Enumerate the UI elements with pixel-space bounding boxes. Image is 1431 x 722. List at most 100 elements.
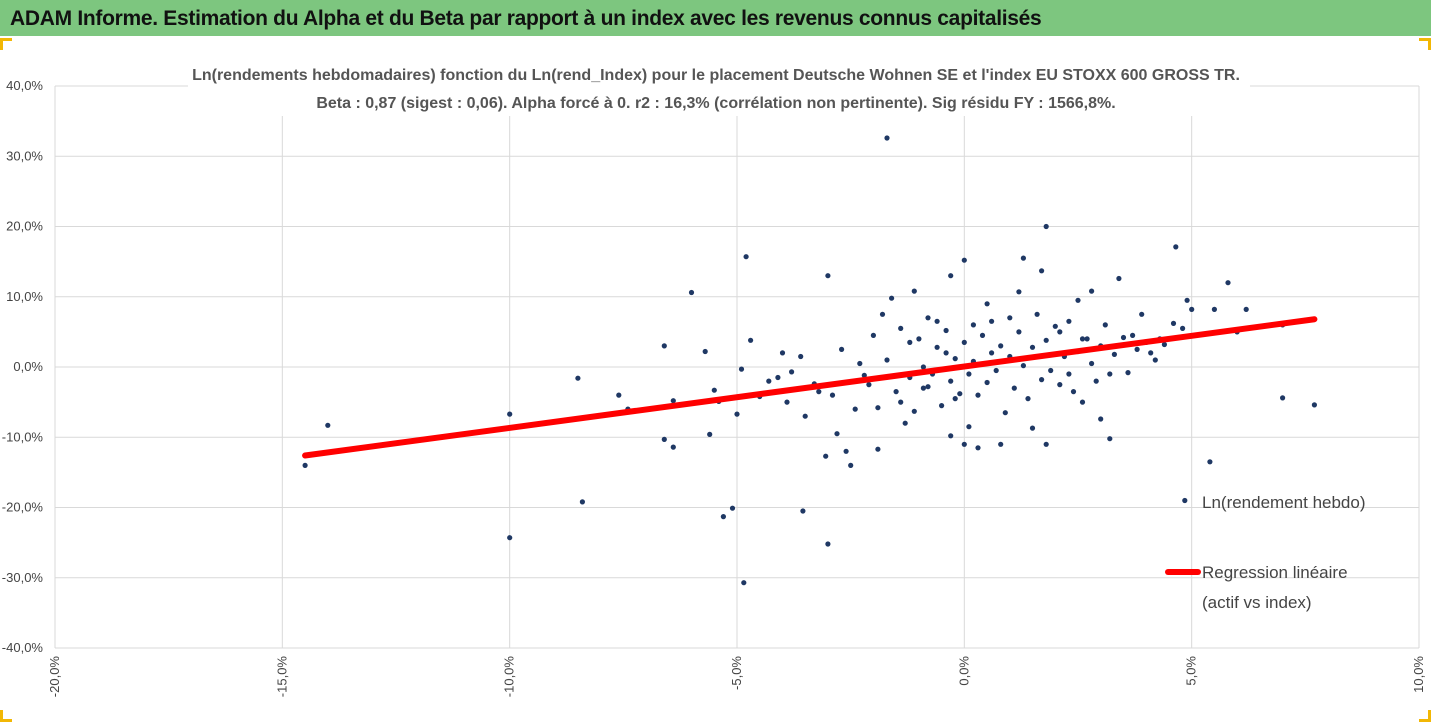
scatter-point	[1107, 371, 1113, 377]
scatter-point	[748, 337, 754, 343]
scatter-point	[1148, 350, 1154, 356]
scatter-point	[1089, 360, 1095, 367]
scatter-point	[1120, 334, 1127, 341]
scatter-point	[1011, 385, 1017, 391]
scatter-point	[1039, 268, 1045, 274]
x-tick-label: 5,0%	[1184, 656, 1199, 686]
scatter-point	[1280, 395, 1286, 401]
scatter-point	[898, 325, 904, 331]
scatter-point	[952, 356, 958, 362]
scatter-point	[1125, 370, 1131, 376]
scatter-point	[1016, 289, 1022, 295]
legend: Ln(rendement hebdo) Regression linéaire …	[1165, 493, 1366, 612]
scatter-point	[993, 367, 999, 374]
scatter-point	[925, 315, 931, 321]
x-tick-label: 0,0%	[956, 656, 971, 686]
scatter-point	[889, 295, 895, 301]
scatter-point	[1243, 306, 1249, 312]
scatter-point	[961, 441, 967, 447]
report-banner: ADAM Informe. Estimation du Alpha et du …	[0, 0, 1431, 38]
scatter-point	[907, 339, 913, 345]
scatter-point	[784, 399, 790, 405]
scatter-point	[1066, 371, 1072, 377]
scatter-point	[861, 372, 867, 378]
scatter-point	[1057, 382, 1063, 388]
y-tick-label: -10,0%	[2, 429, 44, 444]
scatter-point	[1034, 311, 1040, 317]
scatter-point	[866, 382, 872, 388]
scatter-point	[952, 396, 958, 402]
scatter-point	[966, 424, 972, 430]
scatter-point	[925, 384, 931, 390]
scatter-point	[1180, 325, 1186, 331]
scatter-point	[775, 374, 781, 381]
scatter-point	[975, 392, 981, 398]
scatter-point	[1002, 410, 1008, 416]
scatter-point	[920, 364, 927, 370]
scatter-point	[920, 385, 927, 391]
scatter-point	[1043, 223, 1049, 230]
scatter-point	[1184, 297, 1190, 303]
scatter-point	[979, 332, 986, 338]
scatter-point	[702, 348, 708, 355]
scatter-point	[1089, 288, 1095, 294]
scatter-point	[948, 433, 954, 439]
scatter-point	[1039, 377, 1045, 383]
scatter-point	[823, 453, 829, 459]
scatter-point	[670, 444, 676, 450]
legend-label-regression-line2: (actif vs index)	[1202, 593, 1312, 612]
legend-label-regression-line1: Regression linéaire	[1202, 563, 1348, 582]
corner-mark-top-right-v	[1428, 38, 1431, 50]
scatter-point	[1048, 367, 1054, 374]
scatter-point	[1084, 336, 1090, 342]
scatter-point	[1173, 244, 1179, 250]
scatter-point	[1189, 306, 1195, 312]
scatter-point	[1170, 320, 1177, 326]
scatter-point	[984, 301, 990, 307]
scatter-point	[1029, 344, 1036, 350]
scatter-point	[961, 257, 967, 263]
scatter-point	[1079, 336, 1086, 342]
scatter-point	[934, 318, 940, 324]
scatter-point	[688, 289, 695, 296]
scatter-point	[579, 499, 586, 505]
x-tick-label: -5,0%	[729, 656, 744, 690]
scatter-point	[779, 350, 786, 356]
scatter-point	[1043, 337, 1049, 343]
scatter-point	[911, 288, 917, 294]
scatter-point	[943, 350, 949, 356]
scatter-point	[998, 441, 1004, 447]
scatter-point	[1225, 280, 1231, 286]
y-tick-label: -40,0%	[2, 640, 44, 655]
scatter-point	[798, 353, 804, 360]
scatter-point	[975, 445, 981, 451]
scatter-point	[1102, 322, 1108, 328]
axis-layer: -40,0% -30,0% -20,0% -10,0% 0,0% 10,0% 20,0% 30…	[2, 78, 1426, 697]
scatter-point	[670, 398, 676, 404]
corner-mark-top-left-v	[0, 38, 3, 50]
scatter-point	[1070, 389, 1077, 395]
scatter-point	[741, 580, 747, 586]
regression-layer	[302, 316, 1318, 459]
scatter-point	[1029, 425, 1036, 431]
scatter-point	[934, 344, 940, 350]
scatter-point	[707, 431, 713, 437]
scatter-point	[829, 392, 836, 398]
scatter-point	[852, 406, 858, 412]
corner-mark-bottom-left-v	[0, 710, 3, 722]
scatter-point	[916, 336, 922, 342]
scatter-point	[734, 411, 740, 417]
scatter-point	[898, 399, 904, 405]
scatter-point	[879, 311, 886, 317]
scatter-point	[1066, 318, 1072, 324]
y-tick-label: 10,0%	[6, 289, 43, 304]
scatter-point	[1007, 315, 1013, 321]
scatter-point	[902, 420, 908, 426]
scatter-point	[816, 389, 822, 395]
scatter-point	[970, 322, 977, 328]
scatter-point	[870, 332, 877, 338]
scatter-point	[1025, 396, 1031, 402]
scatter-point	[834, 431, 840, 437]
scatter-point	[943, 327, 949, 334]
scatter-point	[720, 514, 727, 520]
